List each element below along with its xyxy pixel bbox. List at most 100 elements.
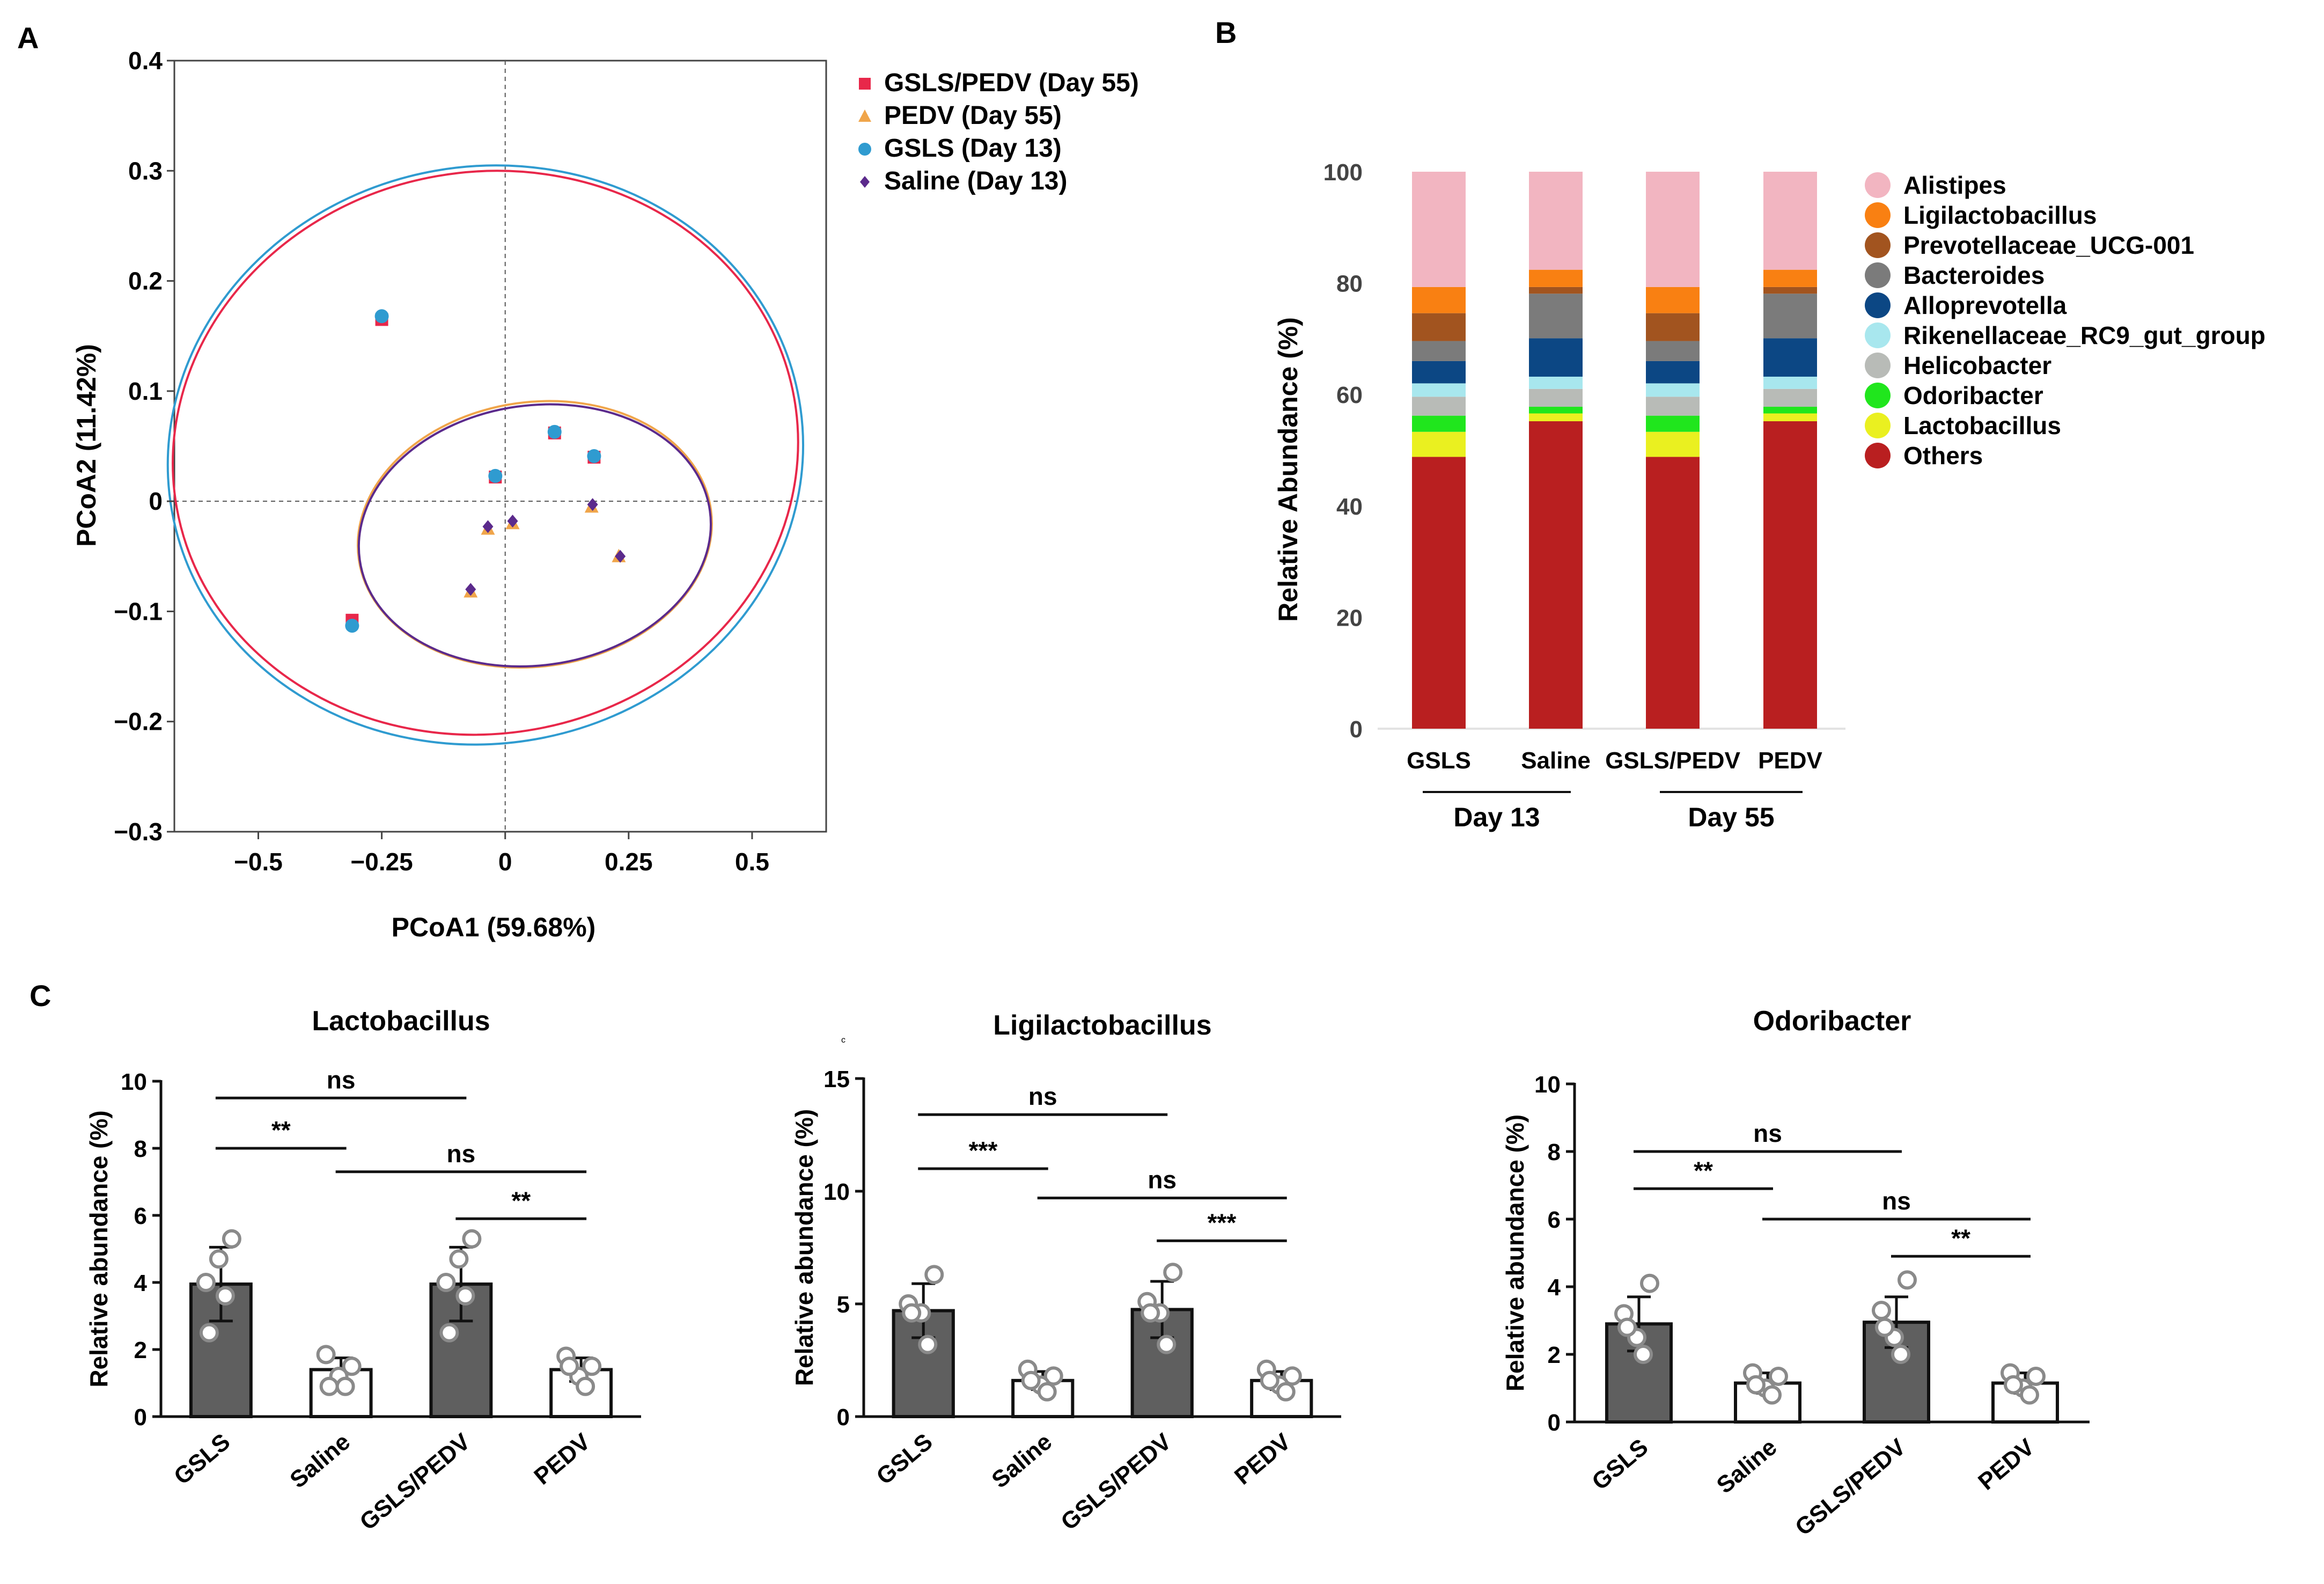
data-point	[1875, 1317, 1894, 1337]
x-axis-ticks: −0.5 −0.25 0 0.25 0.5	[234, 832, 769, 876]
data-point	[902, 1303, 922, 1323]
legend-swatch	[1865, 262, 1891, 288]
legend-swatch	[1865, 383, 1891, 408]
y-axis-label: Relative abundance (%)	[1501, 1114, 1529, 1391]
data-point	[2026, 1366, 2046, 1386]
y-tick-label: 6	[1548, 1207, 1561, 1233]
bar-segment-Odoribacter	[1763, 407, 1817, 414]
data-point	[1282, 1366, 1302, 1386]
point-circle-2	[587, 449, 601, 463]
x-category-label: PEDV	[529, 1428, 595, 1490]
x-tick-label: −0.5	[234, 848, 283, 876]
legend-swatch	[1865, 353, 1891, 378]
bar-GSLS	[1605, 1322, 1673, 1424]
data-point	[215, 1286, 235, 1306]
ellipse-0	[172, 170, 799, 736]
x-category-label: PEDV	[1973, 1434, 2040, 1495]
chart-title: Lactobacillus	[312, 1006, 490, 1037]
y-axis-label: Relative abundance (%)	[790, 1109, 818, 1386]
bar-segment-Lactobacillus	[1646, 431, 1700, 457]
x-category-label: Saline	[1712, 1434, 1782, 1499]
data-point	[1769, 1366, 1788, 1386]
legend-swatch	[1865, 172, 1891, 198]
bar-segment-Rikenellaceae_RC9_gut_group	[1646, 383, 1700, 397]
legend-marker	[859, 78, 871, 90]
significance-label: **	[1694, 1156, 1713, 1184]
bar-segment-Rikenellaceae_RC9_gut_group	[1763, 376, 1817, 389]
bar-segment-Odoribacter	[1412, 415, 1466, 432]
bar-segment-Ligilactobacillus	[1763, 269, 1817, 287]
ellipse-2	[357, 400, 713, 669]
significance-label: **	[1951, 1224, 1970, 1252]
legend-swatch	[1865, 413, 1891, 438]
bar-segment-Others	[1646, 457, 1700, 729]
x-category-label: GSLS/PEDV	[1605, 747, 1740, 774]
data-point	[199, 1323, 219, 1343]
group-label: Day 55	[1688, 802, 1774, 832]
legend-marker	[860, 176, 870, 188]
significance-label: ns	[1028, 1082, 1057, 1110]
panel-a-pcoa-scatter: A −0.5 −0.25 0 0.25 0.5 0.4 0.3 0.2 0.1 0 −0.1 −0.…	[17, 21, 1139, 942]
legend-label: GSLS (Day 13)	[884, 134, 1062, 163]
bar-segment-Helicobacter	[1763, 388, 1817, 407]
bar-segment-Alistipes	[1529, 172, 1583, 270]
bar-segment-Bacteroides	[1412, 341, 1466, 361]
ellipse-1	[166, 164, 804, 746]
significance-label: ns	[327, 1066, 356, 1094]
y-tick-label: 20	[1336, 605, 1363, 631]
y-tick-label: 0	[837, 1404, 850, 1431]
point-diamond-3	[615, 549, 626, 563]
x-category-label: PEDV	[1230, 1428, 1296, 1490]
data-point	[1260, 1370, 1279, 1390]
y-tick-label: 40	[1336, 494, 1363, 520]
bar-segment-Rikenellaceae_RC9_gut_group	[1412, 383, 1466, 397]
y-axis-ticks: 0.4 0.3 0.2 0.1 0 −0.1 −0.2 −0.3	[114, 47, 174, 846]
stacked-bars	[1412, 172, 1817, 729]
legend-label: Prevotellaceae_UCG-001	[1903, 231, 2194, 259]
y-axis-label: PCoA2 (11.42%)	[71, 344, 101, 547]
data-point	[560, 1356, 579, 1376]
bar-segment-Bacteroides	[1529, 294, 1583, 339]
bar-segment-Odoribacter	[1646, 415, 1700, 432]
y-tick-label: 0	[134, 1404, 147, 1431]
y-tick-label: 10	[121, 1069, 147, 1095]
bar-segment-Ligilactobacillus	[1646, 287, 1700, 313]
panel-c-bar-charts: C c Lactobacillus Relative abundance (%) 0…	[30, 979, 2090, 1541]
bar-segment-Helicobacter	[1529, 388, 1583, 407]
data-point	[924, 1265, 944, 1285]
y-axis-label: Relative abundance (%)	[85, 1110, 113, 1387]
y-tick-label: 0	[1548, 1410, 1561, 1436]
y-tick-label: 4	[134, 1270, 148, 1296]
legend: GSLS/PEDV (Day 55) PEDV (Day 55) GSLS (Day…	[858, 69, 1139, 195]
bar-segment-Prevotellaceae_UCG-001	[1412, 313, 1466, 341]
legend-label: Saline (Day 13)	[884, 167, 1067, 195]
chart-title: Odoribacter	[1753, 1006, 1911, 1037]
x-axis-category-labels: GSLS Saline GSLS/PEDV PEDV	[1407, 747, 1822, 774]
data-point	[1021, 1370, 1041, 1390]
legend-swatch	[1865, 322, 1891, 348]
panel-b-stacked-bar: B 0 20 40 60 80 100 GSLS Saline GSLS/PEDV PEDV D…	[1215, 16, 2266, 832]
data-point	[335, 1376, 355, 1396]
y-tick-label: 4	[1548, 1274, 1561, 1301]
y-tick-label: 6	[134, 1203, 147, 1229]
data-point	[222, 1229, 241, 1249]
legend-marker	[858, 109, 871, 122]
data-point	[1141, 1303, 1160, 1323]
data-point	[196, 1273, 216, 1292]
x-tick-label: 0	[498, 848, 512, 876]
point-diamond-0	[482, 520, 494, 533]
x-category-label: GSLS	[1587, 1434, 1653, 1495]
data-point	[1037, 1382, 1057, 1402]
data-point	[918, 1334, 938, 1354]
point-diamond-4	[465, 583, 476, 596]
y-tick-label: 60	[1336, 382, 1363, 408]
data-point	[449, 1249, 469, 1269]
point-circle-3	[488, 468, 503, 483]
significance-label: ns	[1753, 1119, 1782, 1147]
data-point	[1891, 1345, 1910, 1364]
significance-label: ***	[969, 1136, 998, 1164]
x-category-label: GSLS	[1407, 747, 1471, 774]
data-point	[436, 1273, 456, 1292]
legend-label: Others	[1903, 442, 1983, 470]
